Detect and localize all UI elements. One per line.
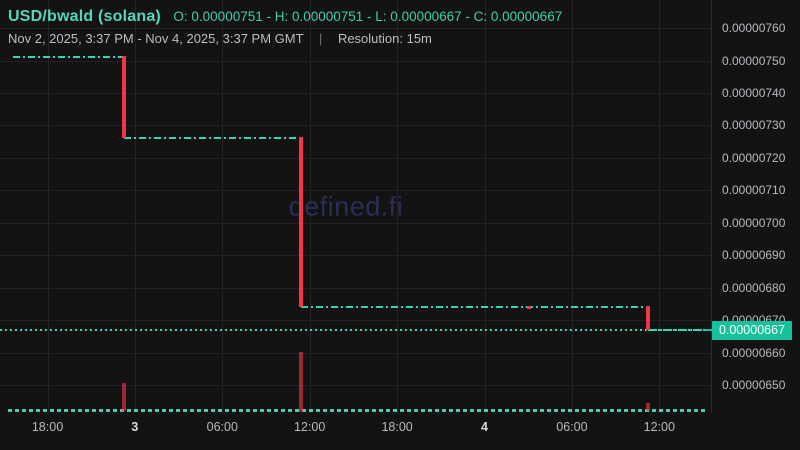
date-range-label: Nov 2, 2025, 3:37 PM - Nov 4, 2025, 3:37… — [8, 31, 304, 46]
price-tick-label: 0.00000700 — [722, 215, 786, 230]
symbol-title: USD/bwald (solana) — [8, 8, 161, 25]
time-tick-label: 18:00 — [381, 420, 413, 434]
price-tick-label: 0.00000720 — [722, 150, 786, 165]
price-step-segment — [301, 306, 649, 309]
time-axis[interactable]: 18:00 3 06:00 12:00 18:00 4 06:00 12:00 — [0, 413, 712, 450]
h-gridline — [0, 28, 712, 30]
v-gridline — [484, 0, 486, 413]
current-price-tick — [705, 329, 712, 332]
v-gridline — [47, 0, 49, 413]
ohlc-readout: O: 0.00000751 - H: 0.00000751 - L: 0.000… — [173, 9, 563, 24]
current-price-badge: 0.00000667 — [712, 320, 792, 340]
time-tick-label: 06:00 — [556, 420, 588, 434]
price-tick-label: 0.00000690 — [722, 248, 786, 263]
time-tick-label: 12:00 — [294, 420, 326, 434]
separator: | — [318, 31, 323, 46]
time-tick-label: 18:00 — [31, 420, 64, 434]
time-tick-label: 06:00 — [206, 420, 238, 434]
current-price-line — [0, 329, 711, 332]
volume-bar — [646, 403, 651, 412]
h-gridline — [0, 352, 712, 354]
v-gridline — [309, 0, 311, 413]
h-gridline — [0, 222, 712, 224]
price-tick-label: 0.00000680 — [722, 280, 786, 295]
h-gridline — [0, 125, 712, 127]
price-tick-label: 0.00000650 — [722, 378, 786, 393]
down-candle — [121, 56, 126, 139]
h-gridline — [0, 385, 712, 387]
v-gridline — [222, 0, 224, 413]
price-axis-border — [711, 0, 712, 413]
down-candle — [527, 306, 532, 310]
price-tick-label: 0.00000740 — [722, 85, 786, 100]
time-tick-label: 3 — [131, 420, 139, 434]
watermark: defined.fi — [288, 191, 404, 222]
price-step-segment — [123, 137, 302, 140]
v-gridline — [134, 0, 136, 413]
down-candle — [299, 137, 304, 308]
h-gridline — [0, 255, 712, 257]
volume-bar — [121, 382, 126, 412]
price-tick-label: 0.00000660 — [722, 345, 786, 360]
h-gridline — [0, 320, 712, 322]
h-gridline — [0, 190, 712, 192]
price-chart-canvas[interactable]: defined.fi — [0, 0, 712, 413]
v-gridline — [397, 0, 399, 413]
price-tick-label: 0.00000730 — [722, 118, 786, 133]
h-gridline — [0, 92, 712, 94]
time-tick-label: 12:00 — [643, 420, 675, 434]
volume-bar — [299, 352, 304, 412]
price-tick-label: 0.00000760 — [722, 21, 786, 36]
h-gridline — [0, 60, 712, 62]
chart-header: USD/bwald (solana) O: 0.00000751 - H: 0.… — [8, 8, 562, 26]
resolution-label: Resolution: 15m — [337, 31, 432, 46]
v-gridline — [659, 0, 661, 413]
h-gridline — [0, 157, 712, 159]
chart-subheader: Nov 2, 2025, 3:37 PM - Nov 4, 2025, 3:37… — [8, 31, 432, 46]
h-gridline — [0, 287, 712, 289]
price-tick-label: 0.00000710 — [722, 183, 786, 198]
time-tick-label: 4 — [481, 420, 488, 434]
v-gridline — [571, 0, 573, 413]
price-step-segment — [12, 56, 124, 59]
price-tick-label: 0.00000750 — [722, 53, 786, 68]
price-step-segment — [648, 329, 711, 332]
price-axis[interactable]: 0.00000760 0.00000750 0.00000740 0.00000730… — [712, 0, 800, 413]
down-candle — [646, 306, 651, 331]
volume-baseline — [8, 409, 706, 412]
